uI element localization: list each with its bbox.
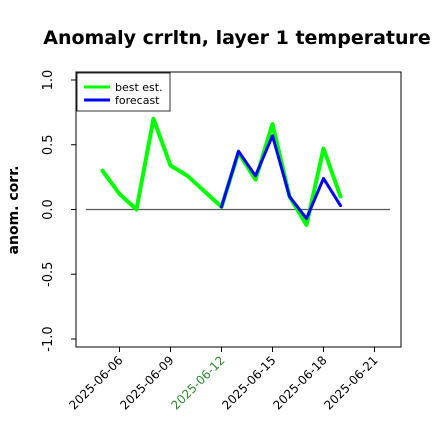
y-axis-label: anom. corr.	[6, 166, 22, 255]
x-tick-label: 2025-06-21	[321, 353, 380, 412]
chart-title: Anomaly crrltn, layer 1 temperature	[43, 27, 431, 49]
y-ticks: -1.0 -0.5 0.0 0.5 1.0	[41, 70, 76, 352]
legend-box	[76, 72, 171, 112]
y-tick-label: -1.0	[41, 326, 56, 351]
legend: best est. forecast	[76, 72, 171, 112]
x-tick-label: 2025-06-15	[219, 353, 278, 412]
legend-label-forecast: forecast	[115, 94, 160, 107]
y-tick-label: 0.5	[41, 134, 56, 155]
x-tick-label: 2025-06-06	[66, 353, 125, 412]
x-tick-label: 2025-06-18	[270, 353, 329, 412]
x-ticks: 2025-06-062025-06-092025-06-122025-06-15…	[66, 347, 381, 412]
y-tick-label: 0.0	[41, 199, 56, 220]
y-tick-label: 1.0	[41, 70, 56, 91]
series-line-forecast	[220, 134, 342, 221]
x-tick-label: 2025-06-12	[168, 353, 227, 412]
series-group	[100, 116, 343, 227]
y-tick-label: -0.5	[41, 262, 56, 287]
x-tick-label: 2025-06-09	[117, 353, 176, 412]
legend-label-best-est: best est.	[115, 81, 163, 94]
